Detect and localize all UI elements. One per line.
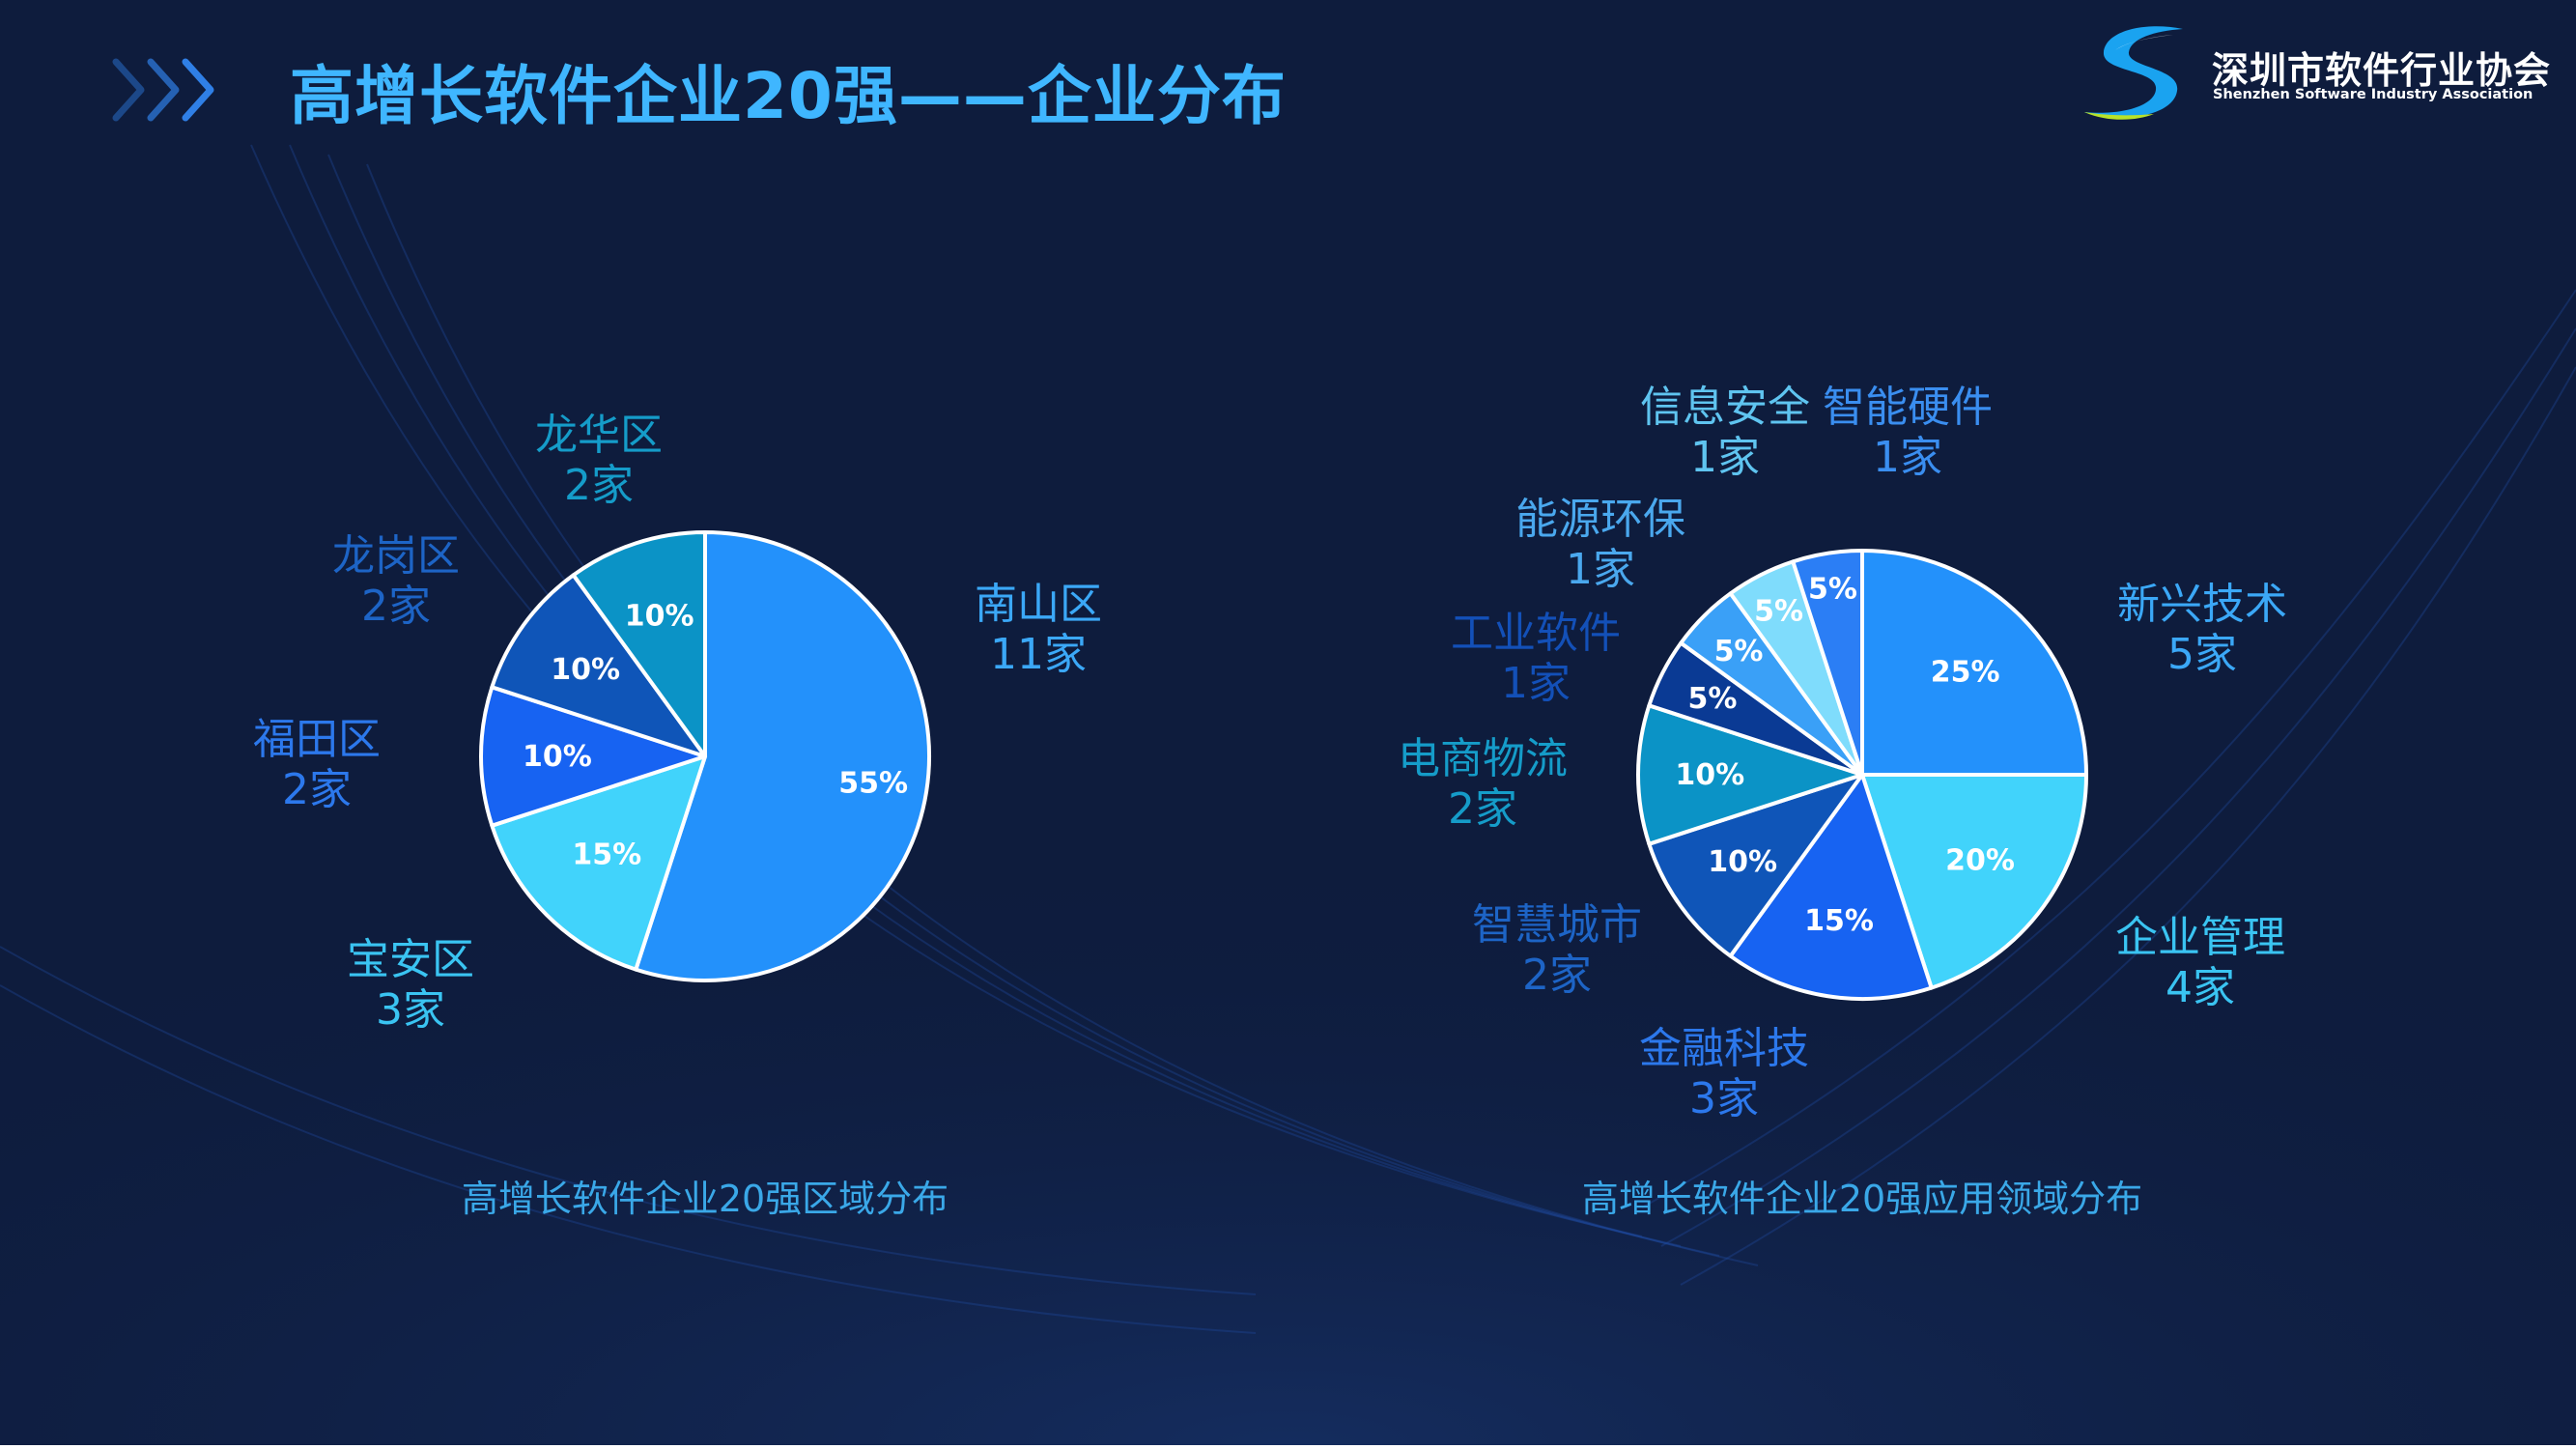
pie-pct-label-1-6: 5% bbox=[1714, 635, 1764, 668]
caption-region-chart: 高增长软件企业20强区域分布 bbox=[461, 1178, 949, 1220]
pie-count-label-0-3: 2家 bbox=[361, 582, 431, 631]
pie-slice-1-3 bbox=[1647, 773, 1864, 958]
pie-category-label-0-4: 龙华区 bbox=[535, 411, 663, 460]
pie-pct-label-0-1: 15% bbox=[572, 838, 641, 872]
caption-application-chart: 高增长软件企业20强应用领域分布 bbox=[1581, 1178, 2143, 1220]
pie-pct-label-1-3: 10% bbox=[1708, 845, 1777, 879]
logo-emblem-icon bbox=[2084, 26, 2183, 120]
pie-slice-0-0 bbox=[634, 530, 931, 982]
pie-slice-1-8 bbox=[1791, 549, 1864, 777]
pie-category-label-0-2: 福田区 bbox=[253, 715, 381, 764]
page-title: 高增长软件企业20强——企业分布 bbox=[290, 59, 1287, 133]
pie-count-label-1-2: 3家 bbox=[1689, 1074, 1759, 1123]
pie-count-label-0-2: 2家 bbox=[282, 765, 352, 814]
pie-category-label-0-3: 龙岗区 bbox=[332, 531, 460, 581]
pie-pct-label-1-5: 5% bbox=[1687, 682, 1737, 716]
pie-category-label-0-1: 宝安区 bbox=[347, 935, 474, 984]
pie-count-label-0-1: 3家 bbox=[376, 985, 445, 1035]
pie-count-label-1-8: 1家 bbox=[1873, 433, 1942, 482]
pie-category-label-1-8: 智能硬件 bbox=[1823, 383, 1993, 432]
pie-chart-application: 25%新兴技术5家20%企业管理4家15%金融科技3家10%智慧城市2家10%电… bbox=[1398, 383, 2287, 1123]
pie-category-label-1-1: 企业管理 bbox=[2115, 913, 2285, 962]
pie-category-label-1-4: 电商物流 bbox=[1398, 734, 1568, 783]
pie-count-label-1-4: 2家 bbox=[1448, 784, 1517, 834]
pie-pct-label-0-3: 10% bbox=[551, 653, 620, 687]
pie-category-label-1-0: 新兴技术 bbox=[2117, 580, 2287, 629]
pie-slice-0-4 bbox=[571, 530, 707, 758]
association-logo: 深圳市软件行业协会 Shenzhen Software Industry Ass… bbox=[2077, 21, 2550, 128]
pie-count-label-0-0: 11家 bbox=[990, 630, 1087, 679]
pie-category-label-1-5: 工业软件 bbox=[1451, 609, 1621, 658]
pie-category-label-1-7: 信息安全 bbox=[1640, 383, 1810, 432]
pie-count-label-1-6: 1家 bbox=[1566, 545, 1635, 594]
pie-slice-1-2 bbox=[1728, 773, 1934, 1002]
logo-text-cn: 深圳市软件行业协会 bbox=[2212, 49, 2552, 92]
pie-slice-0-2 bbox=[479, 685, 707, 828]
pie-pct-label-0-0: 55% bbox=[838, 767, 908, 801]
pie-pct-label-1-4: 10% bbox=[1675, 758, 1744, 792]
pie-category-label-1-6: 能源环保 bbox=[1515, 495, 1685, 544]
pie-pct-label-1-2: 15% bbox=[1804, 904, 1874, 938]
pie-pct-label-1-8: 5% bbox=[1808, 573, 1857, 607]
pie-count-label-1-1: 4家 bbox=[2166, 963, 2235, 1012]
pie-pct-label-1-1: 20% bbox=[1945, 844, 2015, 878]
pie-category-label-0-0: 南山区 bbox=[975, 580, 1102, 629]
pie-slice-0-3 bbox=[490, 573, 707, 758]
pie-pct-label-0-4: 10% bbox=[625, 599, 694, 633]
pie-pct-label-1-7: 5% bbox=[1754, 594, 1803, 628]
pie-slice-1-4 bbox=[1635, 703, 1864, 846]
pie-slice-1-1 bbox=[1860, 773, 2088, 990]
pie-pct-label-0-2: 10% bbox=[523, 740, 592, 774]
pie-category-label-1-2: 金融科技 bbox=[1639, 1024, 1809, 1073]
pie-count-label-1-3: 2家 bbox=[1522, 951, 1592, 1000]
pie-count-label-0-4: 2家 bbox=[564, 461, 634, 510]
pie-slice-1-0 bbox=[1860, 549, 2088, 777]
pie-pct-label-1-0: 25% bbox=[1931, 655, 2000, 689]
pie-count-label-1-5: 1家 bbox=[1501, 659, 1571, 708]
pie-count-label-1-0: 5家 bbox=[2167, 630, 2237, 679]
bottom-border bbox=[0, 1445, 2576, 1449]
pie-category-label-1-3: 智慧城市 bbox=[1472, 900, 1642, 950]
chevrons-icon bbox=[106, 56, 232, 124]
pie-count-label-1-7: 1家 bbox=[1690, 433, 1760, 482]
logo-text-en: Shenzhen Software Industry Association bbox=[2213, 87, 2534, 102]
